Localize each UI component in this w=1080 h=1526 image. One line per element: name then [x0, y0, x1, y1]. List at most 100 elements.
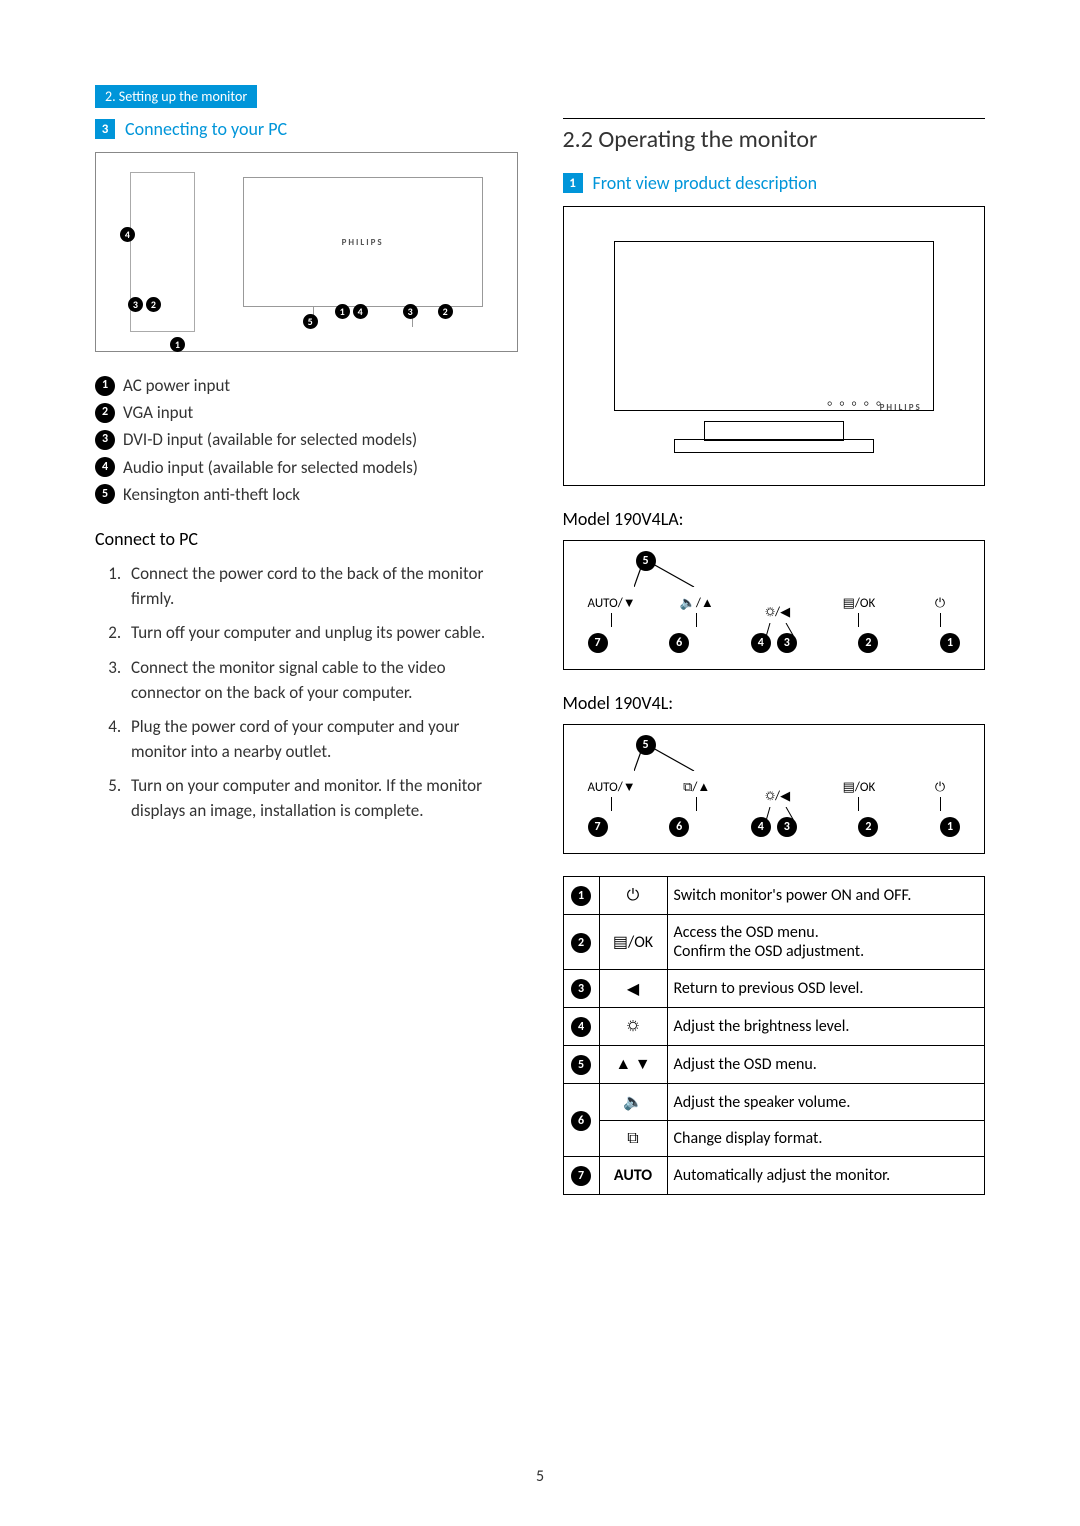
two-column-layout: 3 Connecting to your PC 4 3 2 1 PHILIPS … — [95, 118, 985, 1195]
left-column: 3 Connecting to your PC 4 3 2 1 PHILIPS … — [95, 118, 518, 1195]
step-item: Turn off your computer and unplug its po… — [125, 621, 518, 646]
panel-icons-row: AUTO/▼ ⧉/▲ ☼/◀ ▤/OK ⏻ — [582, 779, 967, 813]
panel-icon: ☼/◀ — [758, 605, 798, 620]
panel-icon: ⧉/▲ — [677, 779, 717, 813]
brand-label: PHILIPS — [880, 402, 922, 413]
model-b-label: Model 190V4L: — [563, 692, 986, 714]
panel-icon: ⏻ — [920, 780, 960, 813]
bezel-buttons: ○ ○ ○ ○ ○ — [828, 399, 884, 409]
legend-text: AC power input — [123, 372, 230, 399]
row-desc: Access the OSD menu. Confirm the OSD adj… — [667, 915, 985, 970]
panel-icon: 🔈/▲ — [677, 595, 717, 629]
step-item: Turn on your computer and monitor. If th… — [125, 774, 518, 823]
connect-subhead: Connect to PC — [95, 528, 518, 550]
left-step-heading: 3 Connecting to your PC — [95, 118, 518, 140]
legend-num: 4 — [95, 457, 115, 477]
callout-3: 3 — [128, 297, 143, 312]
callout-5: 5 — [303, 314, 318, 329]
step-item: Connect the power cord to the back of th… — [125, 562, 518, 611]
step-item: Plug the power cord of your computer and… — [125, 715, 518, 764]
legend-num: 1 — [95, 376, 115, 396]
monitor-back-illustration: PHILIPS — [243, 177, 483, 307]
left-arrow-icon: ◀ — [599, 970, 667, 1008]
row-num: 5 — [571, 1055, 591, 1075]
row-desc: Return to previous OSD level. — [667, 970, 985, 1008]
row-desc: Automatically adjust the monitor. — [667, 1157, 985, 1195]
front-view-diagram: PHILIPS ○ ○ ○ ○ ○ — [563, 206, 986, 486]
panel-a-diagram: 5 AUTO/▼ 🔈/▲ ☼/◀ ▤/OK ⏻ 7 6 43 2 1 — [563, 540, 986, 670]
legend-item: 5Kensington anti-theft lock — [95, 481, 518, 508]
row-num: 2 — [571, 933, 591, 953]
table-row: 5 ▲ ▼ Adjust the OSD menu. — [563, 1046, 985, 1084]
row-desc: Adjust the speaker volume. — [667, 1084, 985, 1121]
callout-5: 5 — [636, 551, 656, 571]
callout: 2 — [858, 633, 878, 653]
row-desc: Change display format. — [667, 1121, 985, 1157]
callout: 7 — [588, 633, 608, 653]
row-num: 4 — [571, 1017, 591, 1037]
panel-icon: ☼/◀ — [758, 789, 798, 804]
legend-item: 1 AC power input — [95, 372, 518, 399]
callout-2b: 2 — [438, 304, 453, 319]
callout: 2 — [858, 817, 878, 837]
legend-text: Audio input (available for selected mode… — [123, 454, 418, 481]
row-desc: Adjust the OSD menu. — [667, 1046, 985, 1084]
legend-num: 2 — [95, 403, 115, 423]
connection-diagram: 4 3 2 1 PHILIPS 5 1 4 3 2 — [95, 152, 518, 352]
step-number-box: 3 — [95, 119, 115, 139]
table-row: 6 🔈 Adjust the speaker volume. — [563, 1084, 985, 1121]
panel-icon: AUTO/▼ — [588, 595, 636, 629]
panel-b-diagram: 5 AUTO/▼ ⧉/▲ ☼/◀ ▤/OK ⏻ 7 6 43 2 1 — [563, 724, 986, 854]
panel-icons-row: AUTO/▼ 🔈/▲ ☼/◀ ▤/OK ⏻ — [582, 595, 967, 629]
row-num: 3 — [571, 979, 591, 999]
legend-text: DVI-D input (available for selected mode… — [123, 426, 417, 453]
row-num: 7 — [571, 1166, 591, 1186]
row-num: 6 — [571, 1111, 591, 1131]
callout-2: 2 — [146, 297, 161, 312]
right-step-heading: 1 Front view product description — [563, 172, 986, 194]
legend-num: 3 — [95, 430, 115, 450]
callout-4: 4 — [120, 227, 135, 242]
legend-text: VGA input — [123, 399, 193, 426]
step-number-box: 1 — [563, 173, 583, 193]
panel-icon: ▤/OK — [839, 780, 879, 813]
step-item: Connect the monitor signal cable to the … — [125, 656, 518, 705]
connect-steps: Connect the power cord to the back of th… — [95, 562, 518, 824]
power-icon: ⏻ — [599, 877, 667, 915]
legend-item: 4 Audio input (available for selected mod… — [95, 454, 518, 481]
section-title: 2.2 Operating the monitor — [563, 118, 986, 154]
table-row: 2 ▤/OK Access the OSD menu. Confirm the … — [563, 915, 985, 970]
row-desc: Switch monitor's power ON and OFF. — [667, 877, 985, 915]
section-tab: 2. Setting up the monitor — [95, 85, 257, 108]
row-desc: Adjust the brightness level. — [667, 1008, 985, 1046]
page-number: 5 — [0, 1467, 1080, 1486]
menu-ok-icon: ▤/OK — [599, 915, 667, 970]
table-row: 4 ☼ Adjust the brightness level. — [563, 1008, 985, 1046]
callout-3b: 3 — [403, 304, 418, 319]
callout-1b: 1 — [335, 304, 350, 319]
callout: 6 — [669, 817, 689, 837]
monitor-front-illustration: PHILIPS ○ ○ ○ ○ ○ — [614, 241, 934, 451]
table-row: ⧉ Change display format. — [563, 1121, 985, 1157]
step-title: Front view product description — [593, 172, 818, 194]
table-row: 3 ◀ Return to previous OSD level. — [563, 970, 985, 1008]
model-a-label: Model 190V4LA: — [563, 508, 986, 530]
panel-icon: ▤/OK — [839, 596, 879, 629]
table-row: 1 ⏻ Switch monitor's power ON and OFF. — [563, 877, 985, 915]
auto-label: AUTO — [599, 1157, 667, 1195]
right-column: 2.2 Operating the monitor 1 Front view p… — [563, 118, 986, 1195]
step-title: Connecting to your PC — [125, 118, 287, 140]
callout-5: 5 — [636, 735, 656, 755]
legend-item: 3 DVI-D input (available for selected mod… — [95, 426, 518, 453]
legend-item: 2 VGA input — [95, 399, 518, 426]
legend-num: 5 — [95, 484, 115, 504]
up-down-icon: ▲ ▼ — [599, 1046, 667, 1084]
callout: 1 — [940, 817, 960, 837]
callout: 1 — [940, 633, 960, 653]
callout-4b: 4 — [353, 304, 368, 319]
format-icon: ⧉ — [599, 1121, 667, 1157]
callout: 6 — [669, 633, 689, 653]
functions-table: 1 ⏻ Switch monitor's power ON and OFF. 2… — [563, 876, 986, 1195]
table-row: 7 AUTO Automatically adjust the monitor. — [563, 1157, 985, 1195]
callout-1: 1 — [170, 337, 185, 352]
